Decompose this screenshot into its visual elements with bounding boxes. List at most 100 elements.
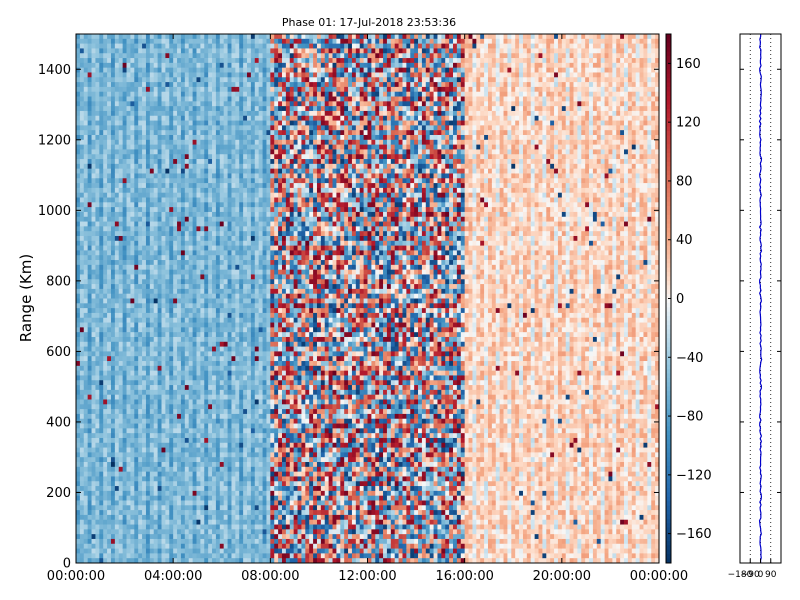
heatmap-cell (188, 53, 193, 59)
heatmap-cell (247, 168, 252, 174)
heatmap-cell (243, 558, 248, 564)
heatmap-cell (188, 86, 193, 93)
heatmap-cell (149, 159, 155, 165)
heatmap-cell (153, 399, 158, 405)
heatmap-cell (204, 380, 209, 386)
heatmap-cell (79, 197, 85, 203)
heatmap-cell (103, 279, 108, 285)
heatmap-cell (122, 216, 127, 222)
heatmap-cell (227, 255, 232, 261)
heatmap-cell (250, 202, 256, 208)
heatmap-cell (169, 361, 174, 367)
heatmap-cell (138, 385, 143, 391)
heatmap-cell (173, 134, 178, 141)
heatmap-cell (114, 399, 120, 405)
heatmap-cell (114, 284, 120, 290)
heatmap-cell (200, 332, 205, 338)
heatmap-cell (235, 490, 240, 497)
heatmap-cell (165, 365, 170, 371)
heatmap-cell (107, 538, 112, 545)
heatmap-cell (87, 486, 92, 492)
heatmap-cell (79, 510, 85, 516)
heatmap-cell (122, 510, 127, 516)
heatmap-cell (83, 279, 89, 285)
heatmap-cell (122, 380, 127, 386)
heatmap-cell (165, 211, 170, 218)
heatmap-cell (184, 486, 190, 492)
heatmap-cell (184, 413, 190, 420)
heatmap-cell (219, 110, 225, 117)
heatmap-cell (145, 534, 151, 540)
heatmap-cell (114, 163, 120, 170)
heatmap-cell (173, 308, 178, 314)
heatmap-cell (114, 173, 120, 179)
heatmap-cell (184, 226, 190, 232)
heatmap-cell (192, 317, 197, 323)
heatmap-cell (134, 187, 139, 194)
heatmap-cell (208, 389, 213, 396)
heatmap-cell (192, 356, 197, 362)
heatmap-cell (219, 543, 225, 549)
heatmap-cell (200, 447, 205, 453)
heatmap-cell (196, 361, 201, 367)
heatmap-cell (153, 159, 158, 165)
heatmap-cell (212, 437, 217, 444)
heatmap-cell (83, 303, 89, 309)
heatmap-cell (142, 211, 147, 218)
heatmap-cell (250, 110, 256, 117)
heatmap-cell (161, 101, 166, 107)
heatmap-cell (161, 245, 166, 251)
heatmap-cell (122, 543, 127, 549)
chart-title: Phase 01: 17-Jul-2018 23:53:36 (282, 16, 456, 29)
heatmap-cell (157, 62, 162, 69)
heatmap-cell (107, 418, 112, 424)
heatmap-cell (107, 452, 112, 458)
heatmap-cell (173, 269, 178, 275)
heatmap-cell (223, 264, 228, 270)
heatmap-cell (231, 293, 236, 299)
heatmap-cell (227, 418, 232, 424)
heatmap-cell (134, 221, 139, 227)
heatmap-cell (219, 341, 225, 347)
heatmap-cell (165, 245, 170, 251)
heatmap-cell (138, 240, 143, 246)
heatmap-cell (118, 159, 123, 165)
heatmap-cell (243, 336, 248, 343)
heatmap-cell (173, 375, 178, 381)
heatmap-cell (188, 399, 193, 405)
heatmap-cell (177, 101, 182, 107)
heatmap-cell (196, 120, 201, 126)
heatmap-cell (126, 380, 131, 386)
heatmap-cell (204, 221, 209, 227)
heatmap-cell (134, 418, 139, 424)
heatmap-cell (180, 58, 186, 64)
heatmap-cell (165, 466, 170, 472)
heatmap-cell (235, 505, 240, 511)
heatmap-cell (95, 245, 100, 251)
heatmap-cell (134, 149, 139, 155)
heatmap-cell (223, 288, 228, 295)
heatmap-cell (103, 356, 108, 362)
heatmap-cell (122, 471, 127, 477)
heatmap-cell (142, 457, 147, 463)
heatmap-cell (219, 510, 225, 516)
heatmap-cell (161, 481, 166, 487)
heatmap-cell (184, 187, 190, 194)
heatmap-cell (235, 361, 240, 367)
heatmap-cell (243, 130, 248, 136)
heatmap-cell (177, 144, 182, 150)
heatmap-cell (87, 538, 92, 545)
heatmap-cell (231, 163, 236, 170)
heatmap-cell (149, 197, 155, 203)
heatmap-cell (177, 476, 182, 482)
heatmap-cell (91, 361, 96, 367)
heatmap-cell (114, 486, 120, 492)
heatmap-cell (219, 500, 225, 506)
heatmap-cell (165, 433, 170, 439)
heatmap-cell (173, 356, 178, 362)
heatmap-cell (169, 260, 174, 266)
heatmap-cell (76, 77, 81, 83)
heatmap-cell (247, 394, 252, 400)
heatmap-cell (99, 67, 104, 73)
heatmap-cell (219, 34, 225, 40)
